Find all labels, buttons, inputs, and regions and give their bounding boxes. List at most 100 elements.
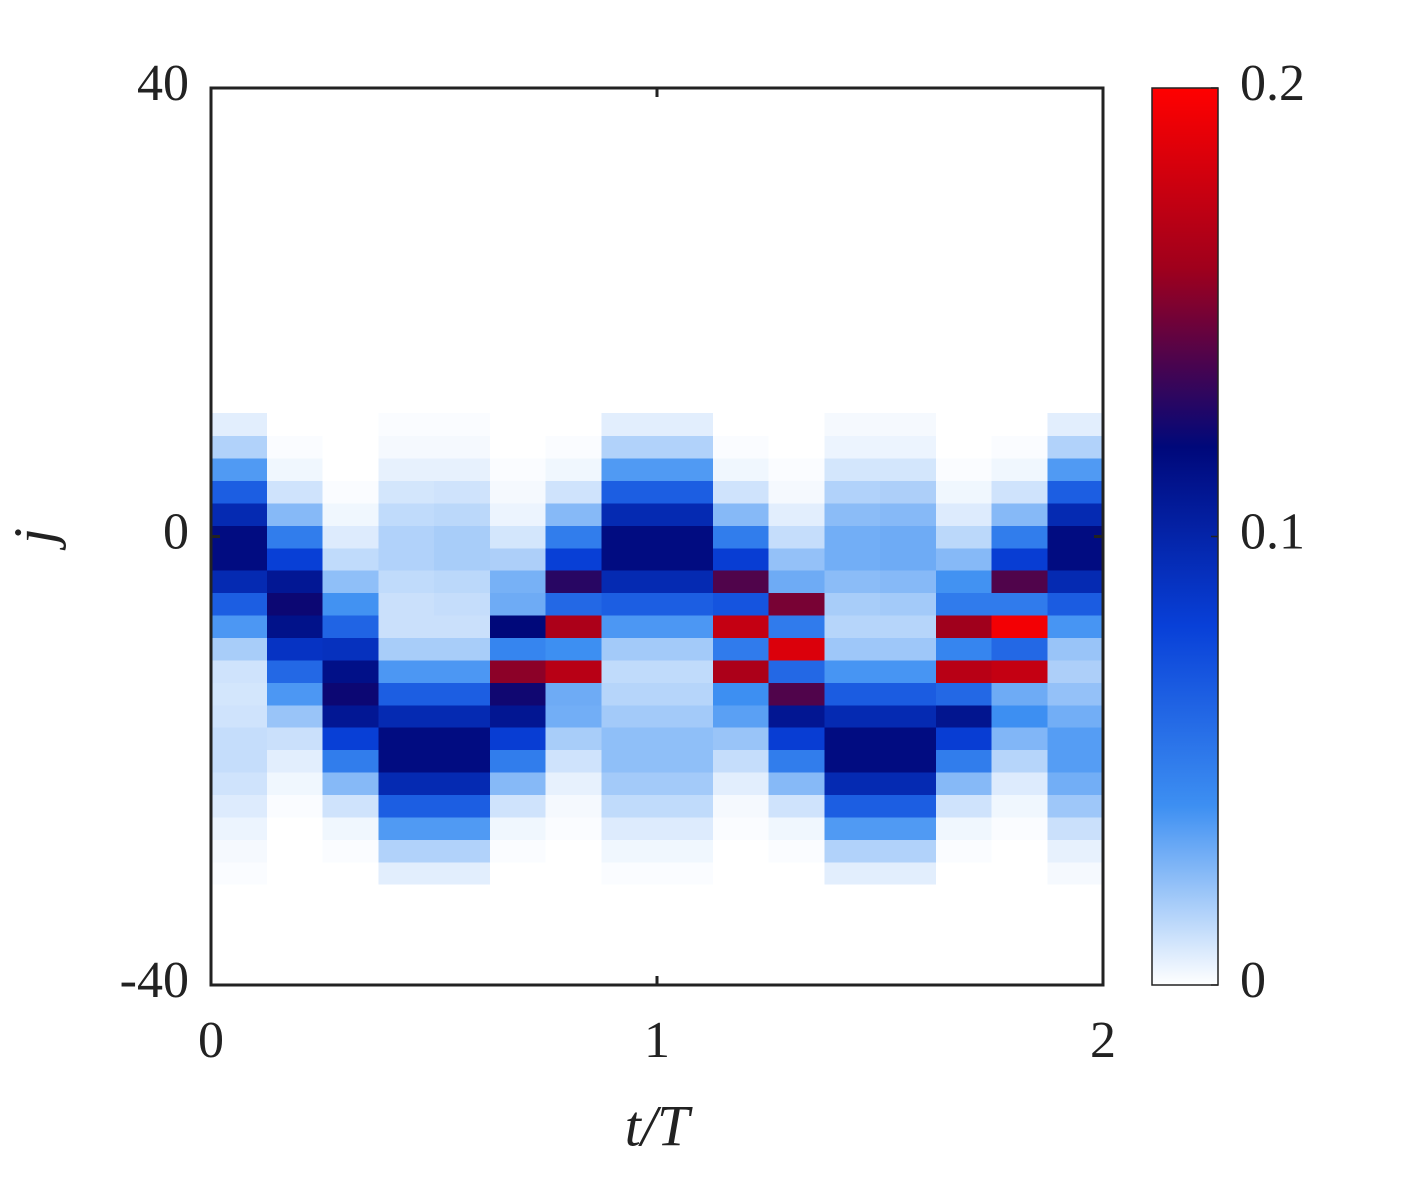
heatmap-cell — [434, 861, 491, 885]
x-tick-label: 1 — [644, 1012, 670, 1069]
heatmap-cell — [935, 614, 993, 639]
heatmap-cell — [211, 570, 268, 594]
heatmap-cell — [322, 525, 379, 549]
heatmap-cell — [211, 861, 268, 885]
heatmap-cell — [991, 570, 1048, 594]
heatmap-cell — [712, 749, 770, 773]
heatmap-cell — [935, 839, 993, 863]
heatmap-cell — [489, 547, 547, 571]
heatmap-cell — [657, 794, 714, 818]
heatmap-cell — [378, 592, 435, 616]
x-tick-label: 2 — [1090, 1012, 1116, 1069]
heatmap-cell — [601, 435, 658, 459]
heatmap-cell — [657, 435, 714, 459]
heatmap-cell — [712, 839, 770, 863]
heatmap-cell — [824, 480, 881, 504]
heatmap-cell — [657, 525, 714, 549]
heatmap-cell — [378, 413, 435, 437]
heatmap-cell — [768, 480, 825, 504]
heatmap-cell — [378, 749, 435, 773]
heatmap-cell — [657, 771, 714, 795]
heatmap-cell — [768, 816, 825, 840]
heatmap-cell — [712, 861, 770, 885]
y-tick-label: 40 — [137, 55, 189, 112]
heatmap-cell — [1047, 480, 1104, 504]
heatmap-cell — [657, 727, 714, 751]
heatmap-cell — [322, 704, 379, 728]
heatmap-cell — [935, 413, 993, 437]
heatmap-cell — [211, 502, 268, 526]
heatmap-cell — [1047, 794, 1104, 818]
heatmap-cell — [489, 502, 547, 526]
heatmap-cell — [991, 704, 1048, 728]
heatmap-cell — [1047, 525, 1104, 549]
heatmap-cell — [434, 794, 491, 818]
heatmap-cell — [768, 727, 825, 751]
heatmap-cell — [211, 614, 268, 639]
heatmap-cell — [935, 861, 993, 885]
heatmap-cell — [211, 637, 268, 661]
heatmap-cell — [935, 502, 993, 526]
heatmap-cell — [712, 592, 770, 616]
heatmap-cell — [266, 435, 324, 459]
heatmap-cell — [211, 704, 268, 728]
heatmap-cell — [266, 659, 324, 683]
heatmap-cell — [322, 570, 379, 594]
heatmap-cell — [991, 480, 1048, 504]
heatmap-cell — [880, 704, 937, 728]
heatmap-cell — [768, 704, 825, 728]
heatmap-cell — [880, 816, 937, 840]
heatmap-cell — [601, 525, 658, 549]
heatmap-cell — [935, 435, 993, 459]
heatmap-cell — [434, 502, 491, 526]
heatmap-cell — [935, 771, 993, 795]
heatmap-cell — [712, 413, 770, 437]
heatmap-cell — [768, 502, 825, 526]
heatmap-cell — [768, 794, 825, 818]
heatmap-cell — [322, 637, 379, 661]
heatmap-cell — [935, 816, 993, 840]
heatmap-cell — [322, 435, 379, 459]
heatmap-cell — [1047, 771, 1104, 795]
heatmap-cell — [768, 682, 825, 706]
heatmap-cell — [935, 727, 993, 751]
heatmap-cell — [991, 839, 1048, 863]
heatmap — [211, 413, 1104, 885]
heatmap-cell — [657, 502, 714, 526]
heatmap-cell — [266, 861, 324, 885]
heatmap-cell — [991, 861, 1048, 885]
heatmap-cell — [322, 502, 379, 526]
heatmap-cell — [266, 704, 324, 728]
heatmap-cell — [266, 637, 324, 661]
heatmap-cell — [712, 570, 770, 594]
heatmap-cell — [991, 592, 1048, 616]
heatmap-cell — [322, 659, 379, 683]
heatmap-cell — [657, 704, 714, 728]
heatmap-cell — [322, 816, 379, 840]
heatmap-cell — [601, 502, 658, 526]
heatmap-cell — [601, 570, 658, 594]
heatmap-cell — [824, 839, 881, 863]
heatmap-cell — [378, 861, 435, 885]
heatmap-cell — [657, 458, 714, 482]
heatmap-cell — [768, 637, 825, 661]
x-tick-label: 0 — [198, 1012, 224, 1069]
heatmap-cell — [768, 547, 825, 571]
heatmap-cell — [824, 861, 881, 885]
heatmap-cell — [601, 659, 658, 683]
heatmap-cell — [266, 502, 324, 526]
heatmap-cell — [211, 458, 268, 482]
heatmap-cell — [880, 839, 937, 863]
heatmap-cell — [935, 547, 993, 571]
heatmap-cell — [545, 570, 602, 594]
heatmap-cell — [322, 794, 379, 818]
heatmap-cell — [712, 727, 770, 751]
heatmap-cell — [601, 771, 658, 795]
heatmap-cell — [880, 794, 937, 818]
heatmap-cell — [657, 816, 714, 840]
heatmap-cell — [880, 727, 937, 751]
heatmap-cell — [824, 727, 881, 751]
heatmap-cell — [657, 570, 714, 594]
heatmap-cell — [266, 614, 324, 639]
heatmap-cell — [545, 435, 602, 459]
